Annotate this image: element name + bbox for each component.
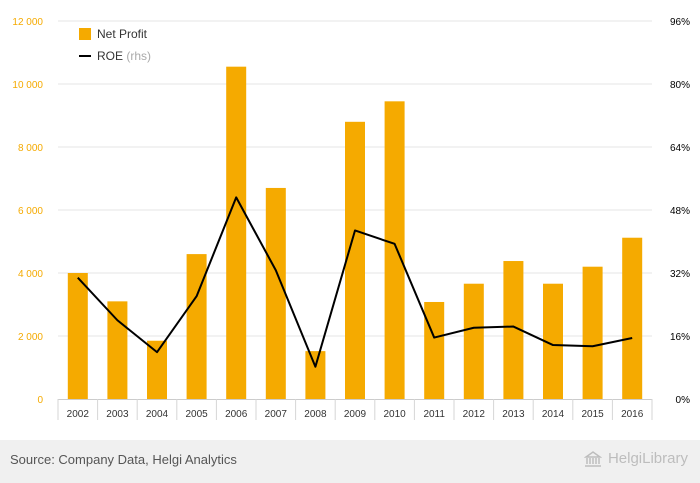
y-right-tick-label: 0%: [676, 395, 691, 406]
x-tick-label: 2012: [463, 409, 486, 420]
x-tick-label: 2015: [581, 409, 604, 420]
bar-net-profit: [582, 266, 603, 399]
legend-swatch-net-profit: [79, 28, 91, 40]
y-right-tick-label: 96%: [670, 17, 690, 28]
y-right-tick-label: 80%: [670, 80, 690, 91]
x-tick-label: 2003: [106, 409, 129, 420]
legend-label-roe: ROE (rhs): [97, 49, 151, 63]
bar-net-profit: [265, 187, 286, 399]
y-right-tick-label: 16%: [670, 332, 690, 343]
bar-net-profit: [305, 351, 326, 399]
x-tick-label: 2013: [502, 409, 525, 420]
y-left-tick-label: 10 000: [12, 80, 43, 91]
x-tick-label: 2004: [146, 409, 169, 420]
legend-label-roe-suffix: (rhs): [126, 49, 151, 63]
x-tick-label: 2002: [67, 409, 90, 420]
x-tick-label: 2008: [304, 409, 327, 420]
x-tick-label: 2009: [344, 409, 367, 420]
x-tick-label: 2005: [185, 409, 208, 420]
bar-net-profit: [463, 283, 484, 399]
x-tick-label: 2006: [225, 409, 248, 420]
y-left-tick-label: 2 000: [18, 332, 43, 343]
x-tick-label: 2007: [265, 409, 288, 420]
bar-net-profit: [67, 273, 88, 399]
bar-net-profit: [107, 301, 128, 399]
bar-net-profit: [424, 301, 445, 399]
bar-net-profit: [345, 121, 365, 400]
x-tick-label: 2014: [542, 409, 565, 420]
y-left-tick-label: 0: [37, 395, 43, 406]
y-right-tick-label: 32%: [670, 269, 690, 280]
legend-label-net-profit: Net Profit: [97, 27, 148, 41]
combo-chart: 0 0% 2 000 16% 4 000 32% 6 000 48% 8 000 64% 10 00…: [12, 17, 691, 420]
brand-name: HelgiLibrary: [607, 450, 688, 467]
x-tick-label: 2010: [383, 409, 406, 420]
bar-net-profit: [543, 283, 563, 399]
x-tick-label: 2011: [423, 409, 445, 420]
source-text: Source: Company Data, Helgi Analytics: [10, 452, 237, 467]
y-right-tick-label: 64%: [670, 143, 690, 154]
footer: Source: Company Data, Helgi Analytics He…: [0, 440, 700, 483]
bar-net-profit: [622, 237, 643, 399]
bar-net-profit: [503, 261, 524, 399]
y-left-tick-label: 4 000: [18, 269, 43, 280]
y-left-tick-label: 8 000: [18, 143, 43, 154]
x-tick-label: 2016: [621, 409, 644, 420]
y-right-tick-label: 48%: [670, 206, 690, 217]
line-roe: [77, 196, 633, 368]
bar-net-profit: [384, 101, 405, 399]
bar-net-profit: [226, 66, 247, 400]
brand-logo: HelgiLibrary: [583, 450, 688, 467]
y-left-tick-label: 12 000: [12, 17, 43, 28]
y-left-tick-label: 6 000: [18, 206, 43, 217]
bar-net-profit: [147, 340, 167, 399]
bar-net-profit: [186, 254, 207, 399]
library-building-icon: [583, 450, 602, 467]
